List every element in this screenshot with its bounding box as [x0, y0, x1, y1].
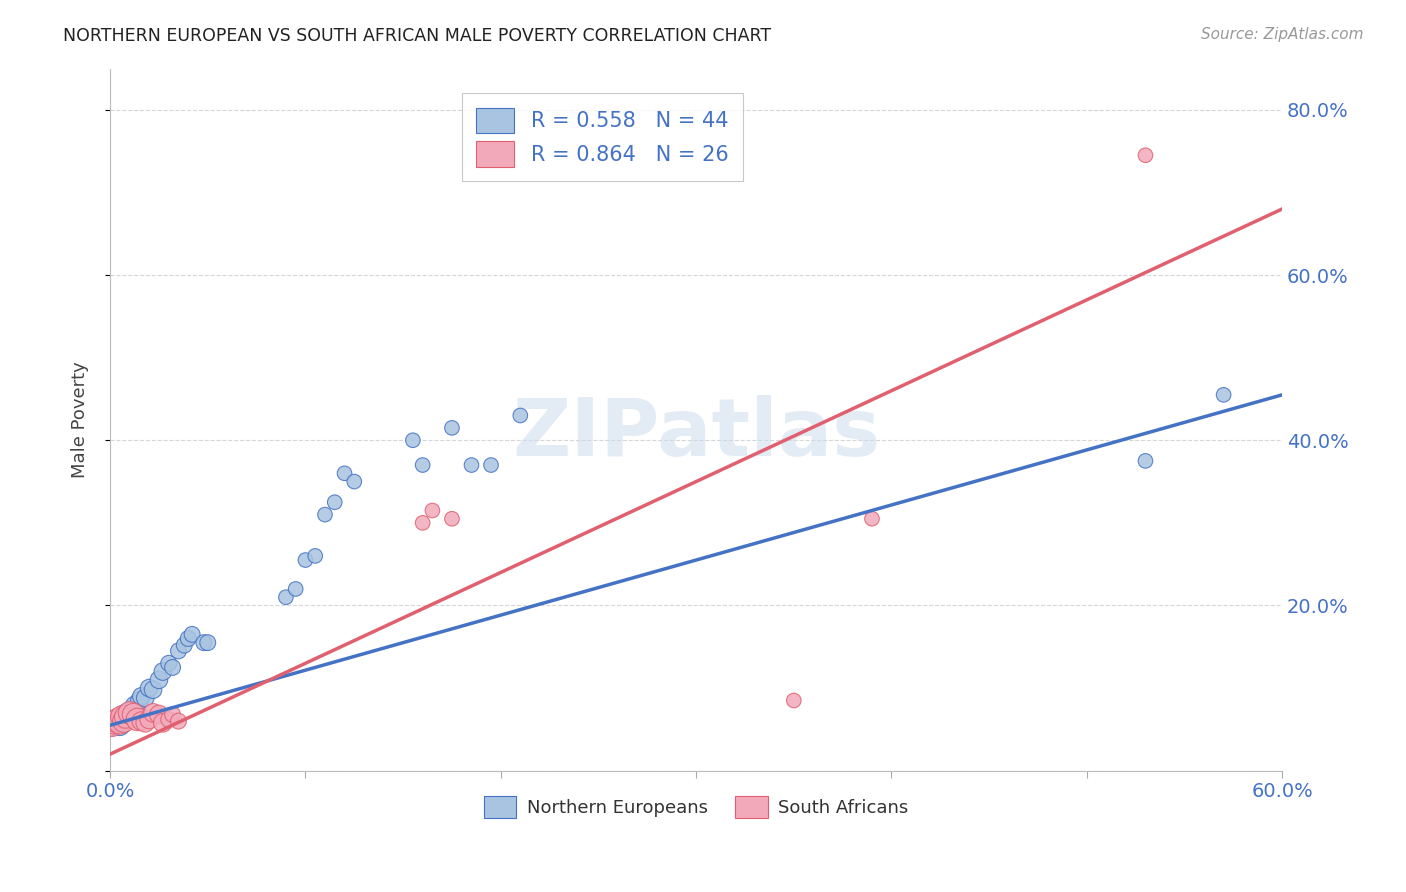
Point [181, 627, 204, 641]
Point [783, 693, 806, 707]
Text: Source: ZipAtlas.com: Source: ZipAtlas.com [1201, 27, 1364, 42]
Point [122, 707, 145, 722]
Point [114, 710, 136, 724]
Point [108, 715, 131, 730]
Point [103, 715, 125, 730]
Point [111, 710, 134, 724]
Point [412, 516, 434, 530]
Point [422, 503, 444, 517]
Point [157, 657, 180, 671]
Point [162, 660, 184, 674]
Point [117, 712, 139, 726]
Point [114, 707, 136, 722]
Point [138, 681, 160, 695]
Point [167, 644, 190, 658]
Point [412, 458, 434, 472]
Point [152, 715, 174, 730]
Point [193, 635, 215, 649]
Point [440, 512, 463, 526]
Point [108, 718, 131, 732]
Point [177, 632, 200, 646]
Point [148, 707, 170, 722]
Point [333, 467, 356, 481]
Point [101, 718, 124, 732]
Point [274, 591, 297, 605]
Point [111, 710, 134, 724]
Text: ZIPatlas: ZIPatlas [512, 394, 880, 473]
Point [131, 690, 153, 704]
Point [103, 714, 125, 728]
Point [167, 714, 190, 728]
Point [122, 707, 145, 722]
Point [304, 549, 326, 563]
Point [402, 434, 425, 448]
Point [343, 475, 366, 489]
Point [107, 713, 129, 727]
Point [104, 714, 127, 728]
Point [134, 715, 156, 730]
Point [131, 714, 153, 728]
Point [142, 682, 165, 697]
Point [107, 713, 129, 727]
Text: NORTHERN EUROPEAN VS SOUTH AFRICAN MALE POVERTY CORRELATION CHART: NORTHERN EUROPEAN VS SOUTH AFRICAN MALE … [63, 27, 772, 45]
Point [124, 699, 146, 714]
Point [509, 409, 531, 423]
Point [118, 706, 141, 720]
Legend: Northern Europeans, South Africans: Northern Europeans, South Africans [477, 789, 915, 825]
Point [112, 714, 135, 728]
Point [294, 553, 316, 567]
Point [104, 715, 127, 730]
Point [142, 706, 165, 720]
Point [138, 713, 160, 727]
Point [1135, 454, 1157, 468]
Point [127, 713, 149, 727]
Point [152, 665, 174, 679]
Point [162, 707, 184, 722]
Point [440, 421, 463, 435]
Point [479, 458, 502, 472]
Point [128, 693, 150, 707]
Point [112, 714, 135, 728]
Point [314, 508, 336, 522]
Point [284, 582, 307, 596]
Point [173, 638, 195, 652]
Point [1212, 388, 1234, 402]
Y-axis label: Male Poverty: Male Poverty [72, 361, 89, 478]
Point [134, 691, 156, 706]
Point [148, 673, 170, 687]
Point [1135, 148, 1157, 162]
Point [860, 512, 883, 526]
Point [157, 713, 180, 727]
Point [323, 495, 346, 509]
Point [197, 635, 219, 649]
Point [121, 704, 143, 718]
Point [118, 706, 141, 720]
Point [101, 718, 124, 732]
Point [460, 458, 482, 472]
